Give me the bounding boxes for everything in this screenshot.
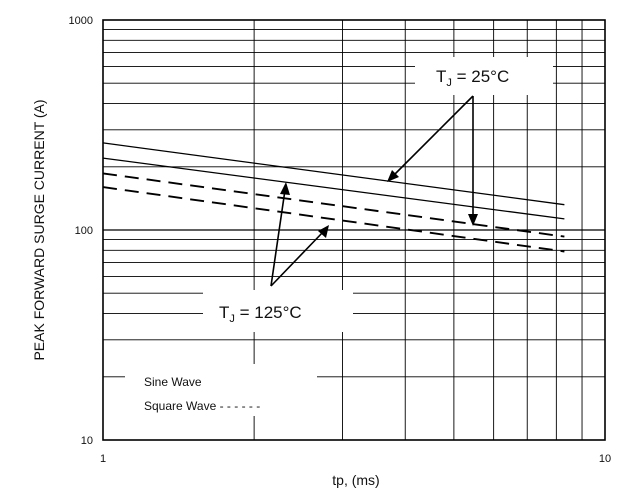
x-axis-title: tp, (ms) — [332, 472, 379, 488]
legend-sine-wave: Sine Wave — [144, 375, 202, 389]
annotation-tj-25-value: = 25°C — [452, 67, 509, 86]
y-tick-label-10: 10 — [81, 435, 93, 447]
y-axis-title: PEAK FORWARD SURGE CURRENT (A) — [31, 99, 47, 360]
annotation-tj-125-value: = 125°C — [235, 303, 302, 322]
x-tick-label-1: 1 — [100, 453, 106, 465]
legend-square-wave: Square Wave - - - - - - — [144, 399, 260, 413]
legend: Sine Wave Square Wave - - - - - - — [125, 364, 317, 416]
y-tick-label-100: 100 — [75, 225, 93, 237]
y-tick-label-1000: 1000 — [69, 15, 93, 27]
x-tick-label-10: 10 — [599, 453, 611, 465]
